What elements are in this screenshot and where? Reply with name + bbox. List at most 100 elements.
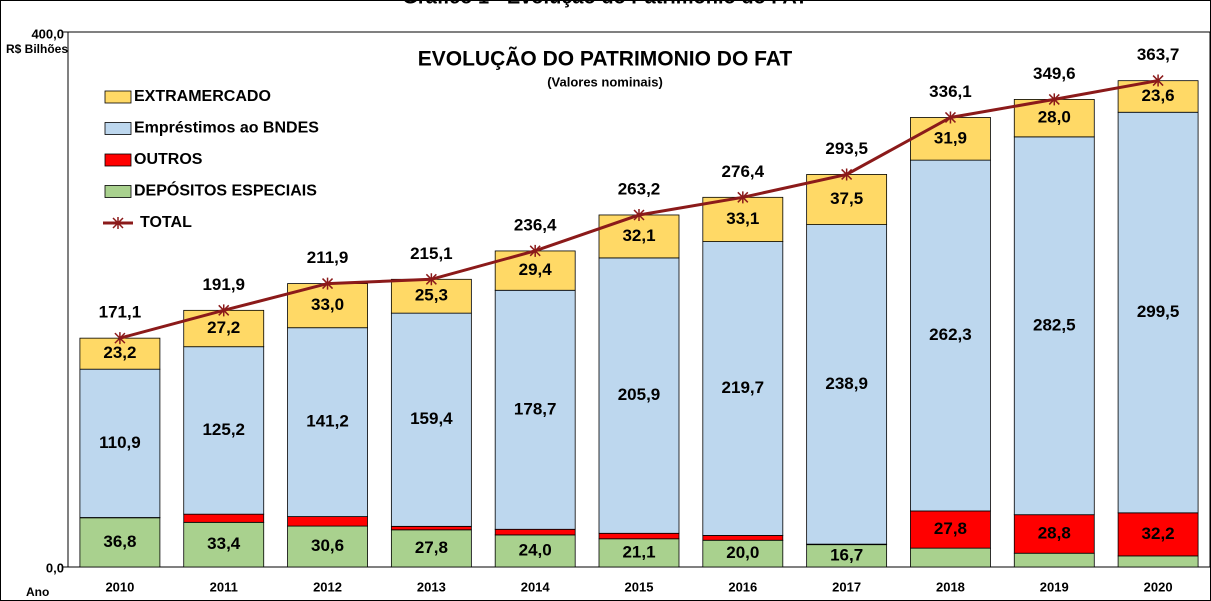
data-label: 205,9 <box>618 385 661 404</box>
x-tick-label: 2015 <box>625 579 654 594</box>
legend-marker <box>112 217 124 229</box>
x-axis-label: Ano <box>26 585 49 599</box>
bar-segment <box>183 513 265 523</box>
data-label: 24,0 <box>519 540 552 559</box>
bar-segment <box>702 535 784 541</box>
y-axis-label: R$ Bilhões <box>6 42 68 56</box>
data-label: 33,1 <box>726 209 759 228</box>
bar-segment <box>598 214 680 259</box>
data-label: 36,8 <box>103 532 136 551</box>
bar-segment <box>390 529 472 568</box>
bar-segment <box>390 525 472 531</box>
bar-segment <box>287 525 368 568</box>
total-label: 349,6 <box>1033 64 1076 83</box>
total-label: 236,4 <box>514 215 557 234</box>
bar-segment <box>494 528 576 536</box>
data-label: 238,9 <box>825 374 868 393</box>
data-label: 31,9 <box>934 128 967 147</box>
data-label: 33,0 <box>311 295 344 314</box>
data-label: 29,4 <box>519 260 553 279</box>
bar-segment <box>1117 111 1199 514</box>
total-label: 293,5 <box>825 139 868 158</box>
data-label: 27,8 <box>934 519 967 538</box>
total-label: 211,9 <box>307 248 349 267</box>
total-label: 276,4 <box>722 162 765 181</box>
bar-segment <box>910 117 991 161</box>
data-label: 110,9 <box>99 433 141 452</box>
data-label: 262,3 <box>929 325 972 344</box>
x-tick-label: 2010 <box>105 579 134 594</box>
data-label: 23,2 <box>103 343 136 362</box>
bar-segment <box>702 196 784 242</box>
chart-subtitle: (Valores nominais) <box>547 74 663 89</box>
total-marker <box>322 277 334 290</box>
total-marker <box>529 244 541 257</box>
bar-segment <box>79 517 161 568</box>
total-marker <box>425 273 437 286</box>
data-label: 27,2 <box>207 318 240 337</box>
total-label: 171,1 <box>99 303 142 322</box>
x-tick-label: 2017 <box>832 579 861 594</box>
total-marker <box>1152 74 1164 87</box>
total-label: 215,1 <box>410 244 453 263</box>
data-label: 299,5 <box>1137 302 1180 321</box>
data-label: 21,1 <box>622 542 655 561</box>
legend-label: OUTROS <box>134 151 203 168</box>
data-label: 23,6 <box>1142 86 1175 105</box>
bar-segment <box>1117 512 1199 557</box>
total-label: 336,1 <box>929 82 972 101</box>
legend-label: Empréstimos ao BNDES <box>134 120 319 137</box>
bar-segment <box>1013 99 1095 138</box>
total-label: 191,9 <box>202 275 245 294</box>
data-label: 27,8 <box>415 538 448 557</box>
total-marker <box>114 332 126 345</box>
data-label: 28,8 <box>1038 523 1071 542</box>
legend-swatch <box>104 185 132 198</box>
bar-segment <box>702 241 784 536</box>
bar-segment <box>1013 552 1095 568</box>
bar-segment <box>494 534 576 568</box>
x-tick-label: 2012 <box>313 579 342 594</box>
data-label: 30,6 <box>311 536 344 555</box>
data-label: 20,0 <box>726 543 759 562</box>
y-tick-label: 0,0 <box>46 560 64 575</box>
bar-segment <box>598 532 680 540</box>
x-tick-label: 2019 <box>1040 579 1069 594</box>
bar-segment <box>287 327 368 517</box>
bar-segment <box>910 159 991 512</box>
data-label: 282,5 <box>1033 315 1076 334</box>
header: Gráfico 1 - Evolução do Patrimônio do FA… <box>402 0 807 8</box>
legend-label: DEPÓSITOS ESPECIAIS <box>134 181 317 200</box>
bar-segment <box>1117 555 1199 568</box>
x-tick-label: 2020 <box>1144 579 1173 594</box>
total-marker <box>737 191 749 204</box>
data-label: 25,3 <box>415 286 448 305</box>
x-tick-label: 2016 <box>728 579 757 594</box>
legend-swatch <box>104 153 132 167</box>
legend-label: TOTAL <box>140 214 192 231</box>
bar-segment <box>183 346 265 515</box>
data-label: 32,1 <box>622 226 655 245</box>
data-label: 178,7 <box>514 399 557 418</box>
total-marker <box>944 111 956 124</box>
bar-segment <box>910 547 991 568</box>
data-label: 37,5 <box>830 189 863 208</box>
x-tick-label: 2014 <box>521 579 551 594</box>
bar-segment <box>494 289 576 530</box>
data-label: 125,2 <box>202 420 245 439</box>
bar-segment <box>910 510 991 549</box>
bar-segment <box>1013 514 1095 554</box>
x-tick-label: 2011 <box>210 579 238 594</box>
x-tick-label: 2018 <box>936 579 965 594</box>
bar-segment <box>79 368 161 518</box>
y-tick-label: 400,0 <box>31 26 64 41</box>
data-label: 141,2 <box>306 412 349 431</box>
chart-title: EVOLUÇÃO DO PATRIMONIO DO FAT <box>418 48 793 71</box>
data-label: 33,4 <box>207 534 241 553</box>
legend-swatch <box>104 122 132 135</box>
total-marker <box>841 168 853 181</box>
bar-segment <box>183 521 265 568</box>
data-label: 28,0 <box>1038 108 1071 127</box>
x-tick-label: 2013 <box>417 579 446 594</box>
